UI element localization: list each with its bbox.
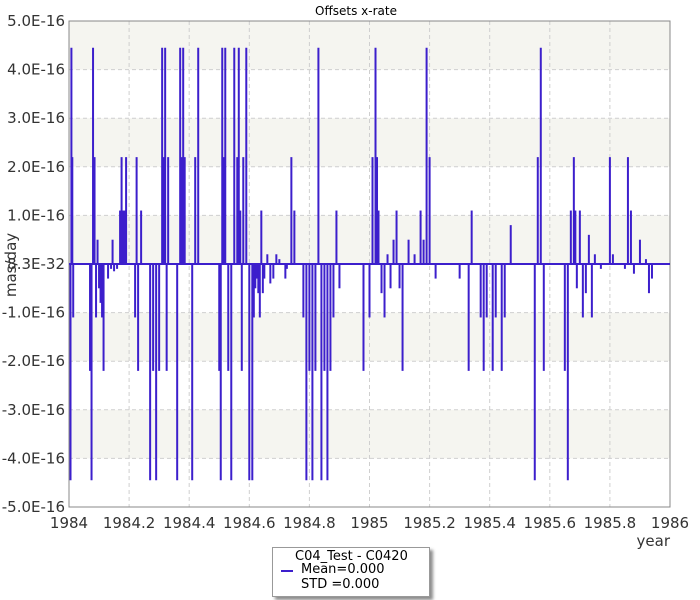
x-tick-label: 1985.2 [403, 514, 456, 532]
x-tick-label: 1985.6 [524, 514, 577, 532]
y-tick-label: 5.0E-16 [7, 12, 65, 30]
y-tick-label: -3.0E-16 [2, 401, 65, 419]
x-tick-label: 1984.2 [103, 514, 156, 532]
y-tick-label: -2.0E-16 [2, 352, 65, 370]
x-axis-title: year [637, 532, 671, 550]
x-tick-label: 1985 [350, 514, 388, 532]
y-tick-label: 8.3E-32 [7, 255, 65, 273]
legend-mean: Mean=0.000 [301, 562, 385, 577]
legend-std: STD =0.000 [301, 577, 380, 592]
y-tick-label: 1.0E-16 [7, 206, 65, 224]
legend: C04_Test - C0420 Mean=0.000 STD =0.000 [272, 547, 430, 597]
x-tick-label: 1984.8 [283, 514, 336, 532]
data-series [69, 47, 670, 481]
x-tick-label: 1984.4 [163, 514, 216, 532]
y-tick-label: 2.0E-16 [7, 158, 65, 176]
x-tick-label: 1984.6 [223, 514, 276, 532]
y-tick-labels: 5.0E-16 4.0E-16 3.0E-16 2.0E-16 1.0E-16 8.3E-… [2, 12, 65, 516]
x-tick-label: 1986 [651, 514, 689, 532]
y-tick-label: 3.0E-16 [7, 109, 65, 127]
x-tick-label: 1985.8 [584, 514, 637, 532]
y-tick-label: -5.0E-16 [2, 498, 65, 516]
y-tick-label: -1.0E-16 [2, 304, 65, 322]
y-axis-title: mas/day [2, 233, 20, 297]
x-tick-label: 1984 [50, 514, 88, 532]
y-tick-label: 4.0E-16 [7, 61, 65, 79]
chart-title: Offsets x-rate [315, 4, 397, 18]
x-tick-labels: 1984 1984.2 1984.4 1984.6 1984.8 1985 1985.2 19… [50, 514, 689, 532]
legend-series-name: C04_Test - C0420 [295, 549, 408, 564]
y-tick-label: -4.0E-16 [2, 449, 65, 467]
x-tick-label: 1985.4 [463, 514, 516, 532]
legend-swatch [281, 570, 293, 572]
